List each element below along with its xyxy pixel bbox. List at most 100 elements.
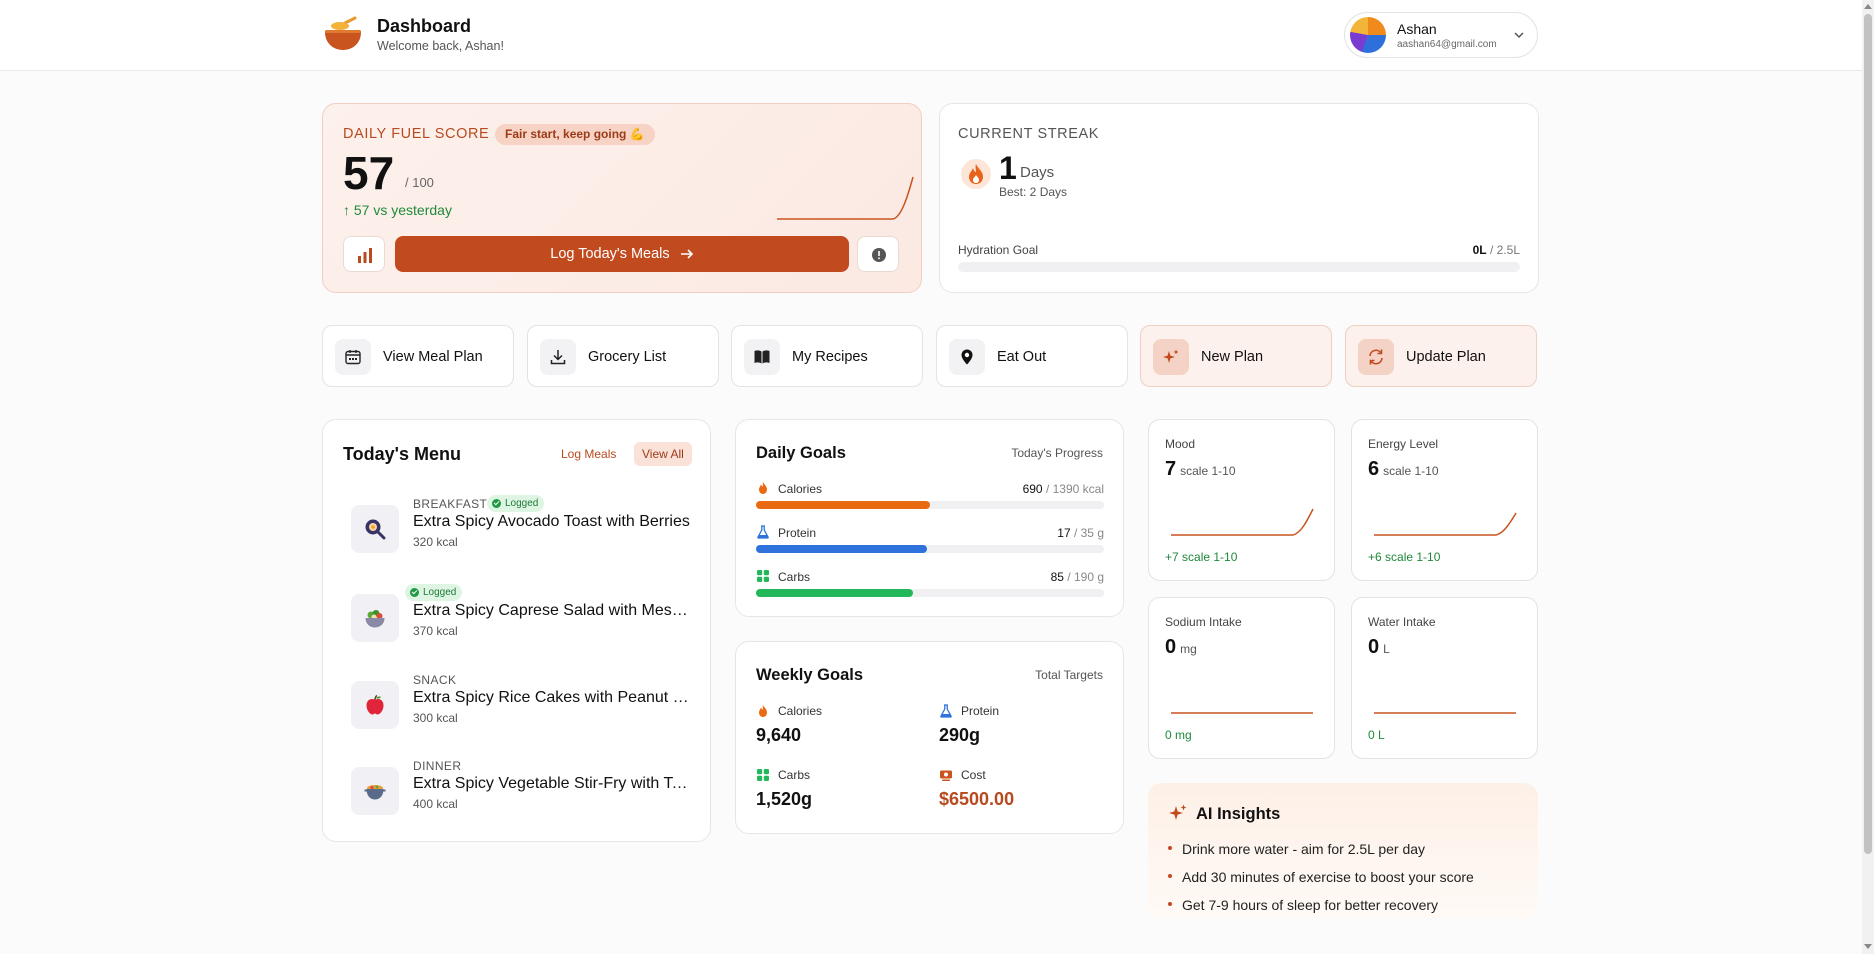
user-name: Ashan [1397,21,1437,37]
qa-label: New Plan [1201,349,1264,365]
metric-name: Water Intake [1368,615,1436,629]
fuel-score-delta: ↑ 57 vs yesterday [343,202,452,218]
energy-sparkline [1374,512,1517,536]
goal-progress-track [756,589,1104,597]
info-icon [872,248,886,262]
meal-kcal: 300 kcal [413,711,458,725]
sparkle-icon [1169,804,1187,820]
log-meals-link[interactable]: Log Meals [561,447,617,461]
frying-pan-icon [351,505,399,553]
energy-level-card[interactable]: Energy Level 6 scale 1-10 +6 scale 1-10 [1351,419,1538,581]
grid-icon [757,769,769,781]
top-bar: Dashboard Welcome back, Ashan! Ashan aas… [0,0,1862,71]
meal-item-breakfast[interactable]: BREAKFAST Logged Extra Spicy Avocado Toa… [351,495,701,569]
location-pin-icon [949,339,985,375]
metric-unit: mg [1180,642,1197,656]
fuel-score-sparkline [777,176,914,220]
meal-item-lunch[interactable]: LUNCH Logged Extra Spicy Caprese Salad w… [351,584,701,658]
metric-delta: +7 scale 1-10 [1165,550,1238,564]
log-button-label: Log Today's Meals [550,246,670,262]
my-recipes-button[interactable]: My Recipes [731,325,923,387]
view-all-button[interactable]: View All [634,442,692,466]
goal-progress-track [756,545,1104,553]
metric-value: 0 mg [1165,636,1197,659]
fuel-score-value: 57 [343,147,395,199]
flame-icon [759,482,767,494]
goal-name: Carbs [778,570,811,584]
weekly-protein: Protein 290g [939,702,1099,746]
goal-current: 85 [1050,570,1064,584]
stats-button[interactable] [343,236,385,272]
weekly-goal-name: Cost [961,768,986,782]
view-meal-plan-button[interactable]: View Meal Plan [322,325,514,387]
weekly-goals-card: Weekly Goals Total Targets Calories 9,64… [735,641,1124,834]
fuel-score-max: / 100 [405,175,434,190]
goal-value: 17 / 35 g [1057,526,1104,540]
water-sparkline [1374,712,1516,714]
sodium-intake-card[interactable]: Sodium Intake 0 mg 0 mg [1148,597,1335,759]
meal-item-dinner[interactable]: DINNER Extra Spicy Vegetable Stir-Fry wi… [351,759,701,831]
metric-delta: 0 mg [1165,728,1192,742]
metric-number: 0 [1368,636,1380,658]
goal-progress-fill [756,589,913,597]
qa-label: Eat Out [997,349,1047,365]
logged-badge: Logged [487,495,545,512]
qa-label: Grocery List [588,349,667,365]
bullet [1168,874,1172,879]
page-title: Dashboard [377,16,472,36]
scrollbar-thumb[interactable] [1864,14,1872,854]
pot-of-food-icon [351,767,399,815]
metric-number: 0 [1165,636,1177,658]
metric-unit: scale 1-10 [1383,464,1439,478]
streak-unit: Days [1020,164,1055,181]
grid-icon [757,570,769,582]
update-plan-button[interactable]: Update Plan [1345,325,1537,387]
bowl-logo-icon [325,16,361,50]
bullet [1168,902,1172,907]
chevron-down-icon [1514,32,1524,39]
weekly-goal-value: 9,640 [756,725,802,745]
daily-goals-card: Daily Goals Today's Progress Calories 69… [735,419,1124,617]
current-streak-card: CURRENT STREAK 1 Days Best: 2 Days Hydra… [939,103,1539,293]
meal-kcal: 370 kcal [413,624,458,638]
info-button[interactable] [857,236,899,272]
goal-value: 690 / 1390 kcal [1023,482,1104,496]
log-todays-meals-button[interactable]: Log Today's Meals [395,236,849,272]
user-menu[interactable]: Ashan aashan64@gmail.com [1344,12,1538,58]
cash-icon [940,770,952,781]
meal-name: Extra Spicy Caprese Salad with Mesclun [413,602,693,619]
meal-type: BREAKFAST [413,497,488,511]
metric-delta: +6 scale 1-10 [1368,550,1441,564]
eat-out-button[interactable]: Eat Out [936,325,1128,387]
flask-icon [940,704,952,718]
qa-label: View Meal Plan [383,349,483,365]
goal-current: 690 [1022,482,1043,496]
hydration-goal-value: 0L / 2.5L [1473,243,1520,257]
hydration-progress-bar [958,262,1520,272]
goal-carbs: Carbs 85 / 190 g [756,569,1104,605]
ai-insight-item: Drink more water - aim for 2.5L per day [1168,841,1425,857]
new-plan-button[interactable]: New Plan [1140,325,1332,387]
user-email: aashan64@gmail.com [1397,39,1497,50]
scroll-down-arrow-icon[interactable] [1864,944,1872,949]
fuel-status-badge: Fair start, keep going 💪 [495,124,655,145]
scroll-up-arrow-icon[interactable] [1864,4,1872,9]
meal-name: Extra Spicy Vegetable Stir-Fry with Tofu [413,775,693,792]
weekly-carbs: Carbs 1,520g [756,766,916,810]
goal-target: / 190 g [1067,570,1104,584]
meal-item-snack[interactable]: SNACK Extra Spicy Rice Cakes with Peanut… [351,673,701,745]
welcome-text: Welcome back, Ashan! [377,39,504,53]
meal-name: Extra Spicy Rice Cakes with Peanut Butte… [413,689,693,706]
metric-delta: 0 L [1368,728,1385,742]
metric-number: 6 [1368,458,1380,480]
metric-name: Energy Level [1368,437,1439,451]
goal-name: Protein [778,526,817,540]
mood-card[interactable]: Mood 7 scale 1-10 +7 scale 1-10 [1148,419,1335,581]
logged-badge: Logged [405,584,463,601]
grocery-list-button[interactable]: Grocery List [527,325,719,387]
scrollbar[interactable] [1862,0,1874,954]
daily-fuel-score-card: DAILY FUEL SCORE Fair start, keep going … [322,103,922,293]
weekly-calories: Calories 9,640 [756,702,916,746]
book-icon [744,339,780,375]
